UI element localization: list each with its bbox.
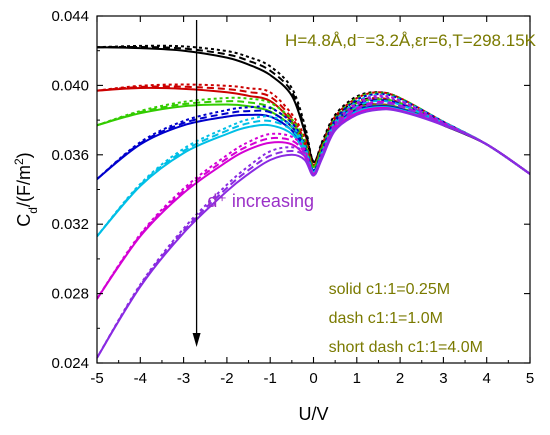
y-tick-label: 0.036 <box>51 147 89 164</box>
plot-lines <box>97 44 530 359</box>
plot-frame <box>96 15 531 364</box>
x-axis-title: U/V <box>298 404 328 424</box>
parameter-annotation: H=4.8Å,d⁻=3.2Å,εr=6,T=298.15K <box>285 31 537 50</box>
svg-text:Cd/(F/m2): Cd/(F/m2) <box>12 152 40 226</box>
x-tick-label: 3 <box>439 370 447 387</box>
legend-solid-label: solid c1:1=0.25M <box>329 281 450 298</box>
x-tick-label: 0 <box>309 370 317 387</box>
series-1-dash-line <box>97 85 530 175</box>
increasing-arrow <box>192 20 201 347</box>
x-tick-label: -5 <box>90 370 103 387</box>
y-tick-label: 0.040 <box>51 77 89 94</box>
x-tick-label: 1 <box>353 370 361 387</box>
series-0-short-dash-line <box>97 44 530 175</box>
series-0-solid-line <box>97 46 530 175</box>
x-tick-label: 2 <box>396 370 404 387</box>
series-6-solid-line <box>97 108 530 359</box>
x-tick-label: 5 <box>526 370 534 387</box>
series-6-dash-line <box>97 102 530 359</box>
y-tick-label: 0.044 <box>51 8 89 25</box>
x-tick-label: -4 <box>134 370 147 387</box>
x-tick-label: -1 <box>264 370 277 387</box>
x-tick-label: 4 <box>483 370 491 387</box>
axis-ticks <box>96 15 531 364</box>
y-tick-label: 0.032 <box>51 216 89 233</box>
legend-short-dash-label: short dash c1:1=4.0M <box>329 339 483 356</box>
d-plus-increasing-label: d⁺ increasing <box>207 191 314 211</box>
x-tick-label: -2 <box>220 370 233 387</box>
y-axis-title: Cd/(F/m2) <box>12 152 40 226</box>
y-tick-label: 0.024 <box>51 355 89 372</box>
y-tick-label: 0.028 <box>51 286 89 303</box>
x-tick-label: -3 <box>177 370 190 387</box>
series-6-short-dash-line <box>97 96 530 359</box>
legend-dash-label: dash c1:1=1.0M <box>329 310 443 327</box>
series-3-short-dash-line <box>97 93 530 180</box>
axis-tick-labels: -5 -4 -3 -2 -1 0 1 2 3 4 5 0.024 0.028 0.032 0.036 0.04… <box>51 8 534 387</box>
series-0-dash-line <box>97 45 530 175</box>
